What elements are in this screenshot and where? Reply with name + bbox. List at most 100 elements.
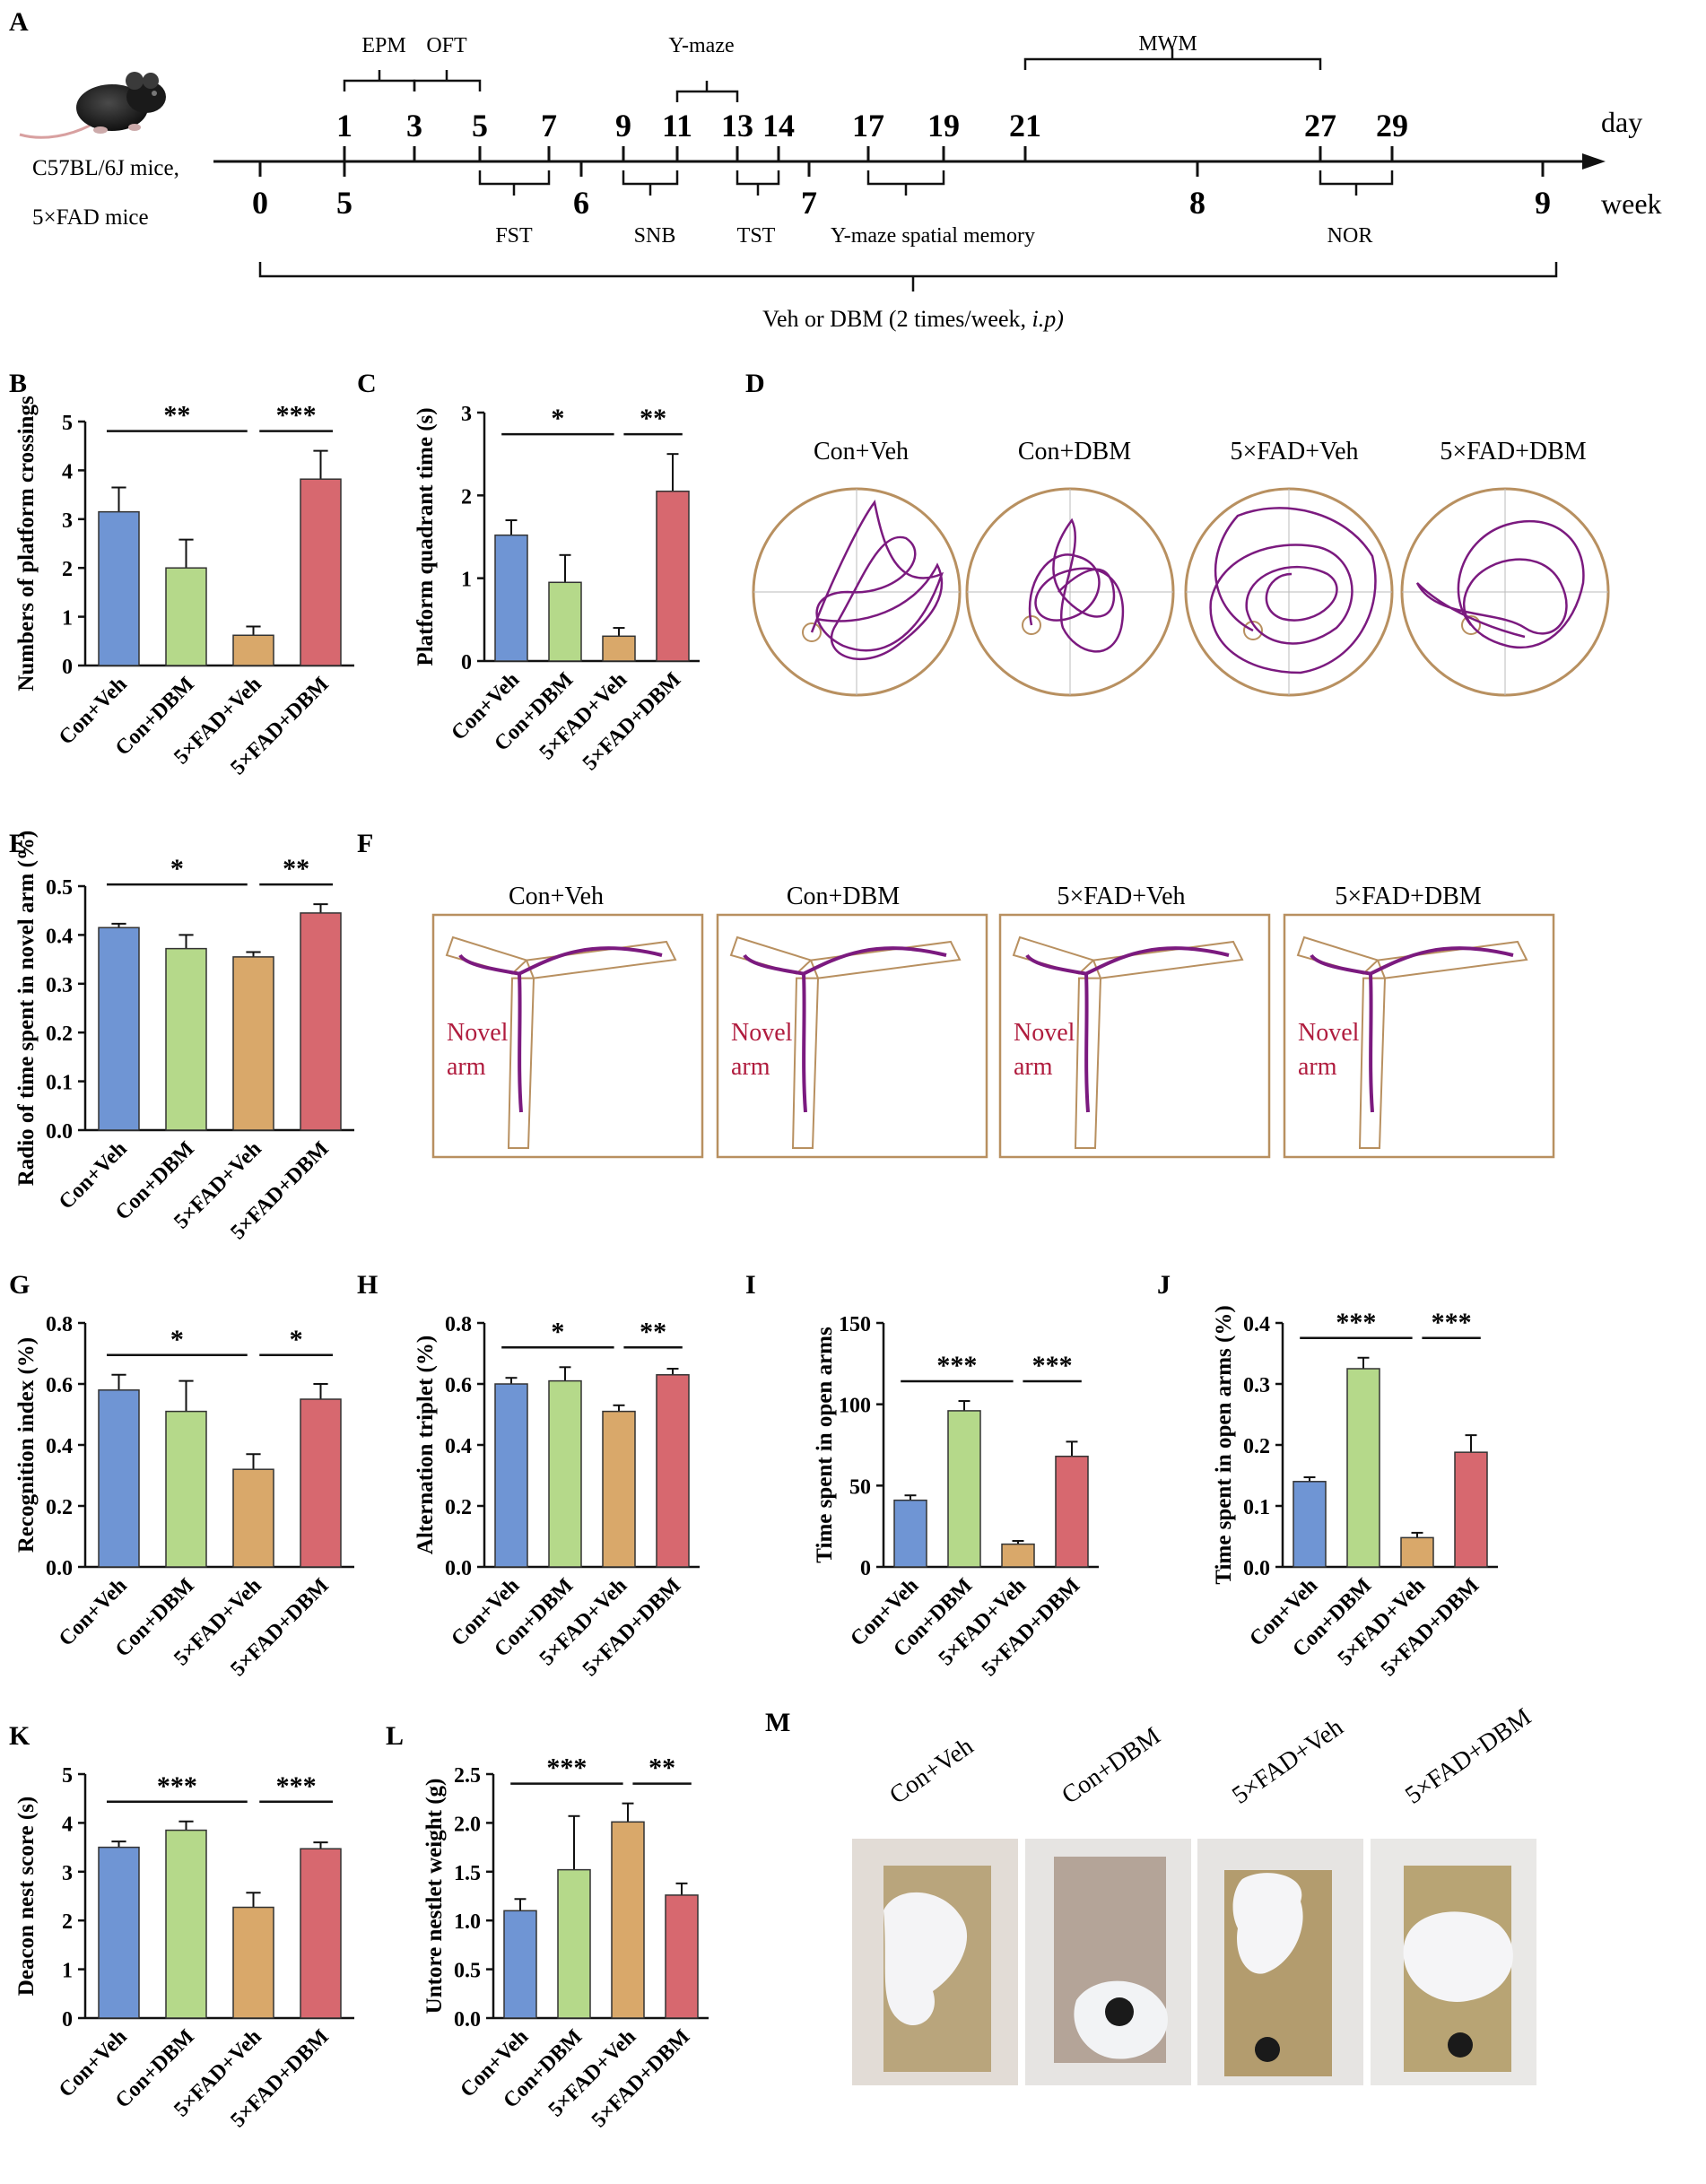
y-tick-label: 1.0 <box>454 1910 481 1934</box>
test-oft: OFT <box>426 34 467 57</box>
mwm-label-con-dbm: Con+DBM <box>1018 438 1131 466</box>
bar-2 <box>232 1906 274 2019</box>
y-tick-label: 4 <box>62 460 73 483</box>
panel-m-nest-photos: Con+Veh Con+DBM 5×FAD+Veh 5×FAD+DBM <box>852 1703 1536 2085</box>
significance-stars: * <box>290 1325 303 1354</box>
ymaze-2: 5×FAD+Veh Novel arm <box>998 883 1271 1159</box>
photo-label-con-veh: Con+Veh <box>884 1733 979 1810</box>
significance-stars: *** <box>936 1351 977 1380</box>
test-snb: SNB <box>634 224 676 248</box>
y-axis-label: Radio of time spent in novel arm (%) <box>14 831 39 1187</box>
ymaze-label: Con+Veh <box>509 883 604 910</box>
significance-stars: ** <box>640 1317 666 1346</box>
test-y-maze: Y-maze <box>668 34 734 57</box>
ymaze-label: 5×FAD+Veh <box>1057 883 1185 910</box>
y-tick-label: 1 <box>62 607 73 631</box>
mwm-label-fad-dbm: 5×FAD+DBM <box>1440 438 1586 466</box>
day-numbers: 1 3 5 7 9 11 13 14 17 19 21 27 29 <box>336 108 1408 144</box>
novel-arm-label: Novel <box>447 1019 509 1047</box>
bar-1 <box>165 947 207 1131</box>
y-tick-label: 0.4 <box>445 1435 472 1458</box>
y-axis-label: Untore nestlet weight (g) <box>422 1779 447 2014</box>
y-tick-label: 50 <box>849 1475 871 1499</box>
ymaze-trace <box>1310 946 1514 1113</box>
panel-letter-k: K <box>9 1721 30 1751</box>
bar-1 <box>947 1410 981 1568</box>
significance-stars: * <box>170 854 184 883</box>
photo-label-fad-dbm: 5×FAD+DBM <box>1400 1703 1536 1810</box>
y-axis-label: Time spent in open arms <box>813 1327 837 1563</box>
bar-3 <box>1454 1451 1488 1568</box>
day-3: 3 <box>406 108 422 144</box>
week-6: 6 <box>573 185 589 221</box>
significance-stars: *** <box>1336 1308 1376 1337</box>
bar-2 <box>602 1410 636 1568</box>
novel-arm-label: arm <box>447 1053 486 1081</box>
y-tick-label: 0.0 <box>1243 1557 1270 1580</box>
nest-photo-fad-veh <box>1197 1839 1363 2085</box>
bar-1 <box>548 581 582 662</box>
week-unit-label: week <box>1601 187 1662 220</box>
panel-d-mwm-traces: Con+Veh Con+DBM 5×FAD+Veh 5×FAD+DBM <box>752 438 1610 697</box>
day-27: 27 <box>1304 108 1336 144</box>
y-tick-label: 0.8 <box>445 1313 472 1336</box>
significance-stars: * <box>170 1325 184 1354</box>
significance-stars: * <box>551 1317 564 1346</box>
panel-letter-i: I <box>745 1270 756 1300</box>
significance-stars: *** <box>1432 1308 1472 1337</box>
upper-test-labels: EPM OFT Y-maze MWM <box>361 32 1197 57</box>
y-tick-label: 0.0 <box>46 1120 73 1144</box>
panel-letter-c: C <box>357 369 377 398</box>
y-tick-label: 0 <box>62 2008 73 2032</box>
y-tick-label: 4 <box>62 1813 73 1836</box>
y-tick-label: 0.6 <box>445 1374 472 1397</box>
day-19: 19 <box>927 108 960 144</box>
y-tick-label: 0.2 <box>445 1496 472 1519</box>
ymaze-trace <box>743 946 947 1113</box>
chart-panel-letters: B C D E F G H I J K L M <box>9 369 1171 1751</box>
bar-3 <box>656 490 690 662</box>
mice-label-1: C57BL/6J mice, <box>32 156 179 180</box>
nest-photo-con-dbm <box>1025 1839 1191 2085</box>
bar-3 <box>665 1894 699 2019</box>
y-tick-label: 5 <box>62 1764 73 1788</box>
panel-letter-d: D <box>745 369 765 398</box>
y-tick-label: 0 <box>62 656 73 679</box>
y-tick-label: 3 <box>461 403 472 426</box>
ymaze-trace <box>1025 946 1230 1113</box>
bar-3 <box>300 912 342 1131</box>
y-tick-label: 0 <box>461 651 472 674</box>
week-8: 8 <box>1189 185 1206 221</box>
nest-photo-labels: Con+Veh Con+DBM 5×FAD+Veh 5×FAD+DBM <box>884 1703 1536 1810</box>
mwm-label-fad-veh: 5×FAD+Veh <box>1230 438 1358 466</box>
day-1: 1 <box>336 108 353 144</box>
y-axis-label: Time spent in open arms (%) <box>1212 1305 1236 1584</box>
y-tick-label: 2.5 <box>454 1764 481 1788</box>
novel-arm-label: arm <box>1298 1053 1337 1081</box>
bar-0 <box>98 927 140 1131</box>
treatment-brace <box>258 262 1558 291</box>
y-tick-label: 3 <box>62 1862 73 1885</box>
panel-letter-g: G <box>9 1270 30 1300</box>
y-tick-label: 0.4 <box>46 925 73 948</box>
y-tick-label: 0.2 <box>46 1496 73 1519</box>
ymaze-3: 5×FAD+DBM Novel arm <box>1283 883 1555 1159</box>
ymaze-trace <box>458 946 663 1113</box>
test-epm: EPM <box>361 34 405 57</box>
significance-stars: *** <box>276 1771 317 1801</box>
y-tick-label: 0.2 <box>46 1022 73 1046</box>
day-17: 17 <box>852 108 884 144</box>
mwm-pool-1 <box>752 487 962 697</box>
bar-0 <box>494 534 528 662</box>
y-tick-label: 0 <box>860 1557 871 1580</box>
y-tick-label: 2.0 <box>454 1813 481 1836</box>
y-axis-label: Recognition index (%) <box>14 1337 39 1553</box>
y-tick-label: 1 <box>62 1960 73 1983</box>
bar-1 <box>548 1379 582 1568</box>
day-unit-label: day <box>1601 106 1642 138</box>
significance-stars: ** <box>648 1753 675 1783</box>
panel-letter-l: L <box>386 1721 404 1751</box>
